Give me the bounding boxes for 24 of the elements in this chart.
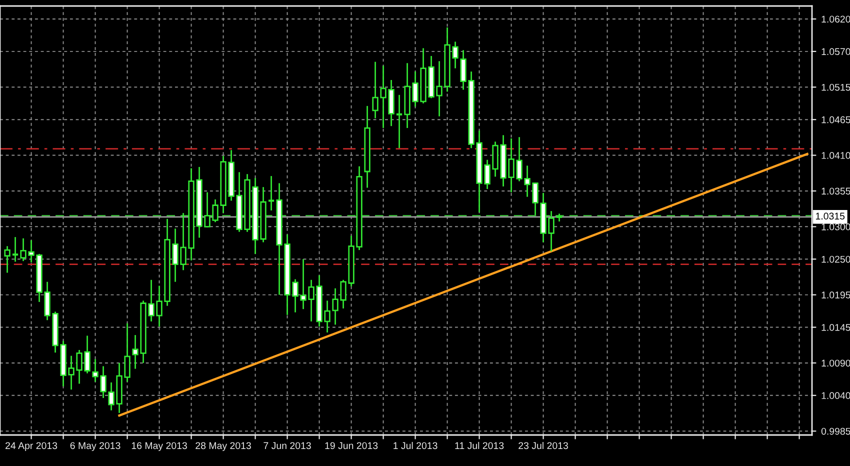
y-tick-label: 1.0355 <box>822 188 850 195</box>
y-tick-label: 1.0620 <box>822 16 850 23</box>
y-tick-label: 1.0195 <box>822 292 850 298</box>
y-tick-label: 1.0570 <box>822 48 850 56</box>
x-tick-label: 7 Jun 2013 <box>264 442 311 450</box>
y-tick-label: 1.0410 <box>822 152 850 159</box>
y-tick-label: 1.0090 <box>822 360 850 367</box>
y-tick-label: 1.0465 <box>822 116 850 124</box>
x-tick-label: 24 Apr 2013 <box>6 442 58 452</box>
x-tick-label: 23 Jul 2013 <box>518 442 568 450</box>
x-tick-label: 28 May 2013 <box>196 442 251 452</box>
y-tick-label: 1.0300 <box>822 223 850 230</box>
x-tick-label: 6 May 2013 <box>70 442 120 452</box>
x-tick-label: 19 Jun 2013 <box>325 442 378 450</box>
y-tick-label: 0.9985 <box>821 428 850 435</box>
y-tick-label: 1.0145 <box>822 324 850 331</box>
candlestick <box>4 245 10 274</box>
x-tick-label: 11 Jul 2013 <box>455 442 504 450</box>
x-tick-label: 1 Jul 2013 <box>394 442 438 450</box>
y-tick-label: 1.0250 <box>822 256 850 263</box>
ref-line-label: 1.0315 <box>816 212 845 220</box>
y-tick-label: 1.0040 <box>822 392 850 400</box>
y-tick-label: 1.0515 <box>822 84 850 91</box>
x-tick-label: 16 May 2013 <box>132 442 187 452</box>
